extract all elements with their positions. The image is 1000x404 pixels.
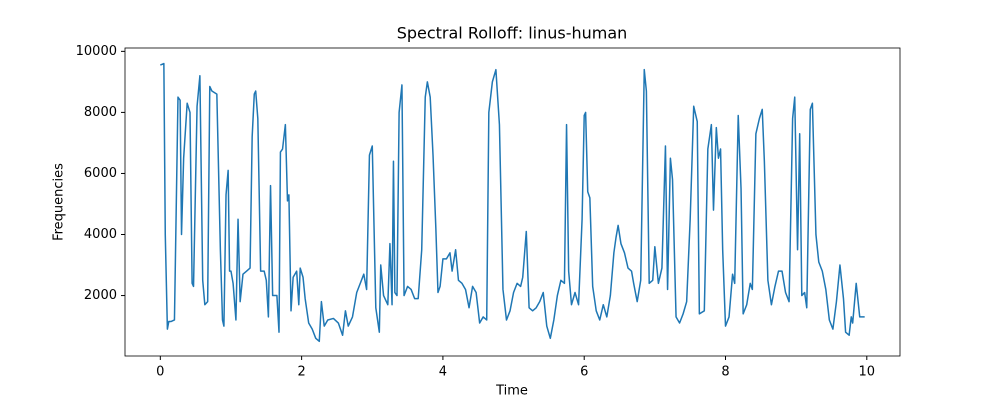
x-tick-label: 2 — [297, 365, 305, 380]
x-tick-label: 10 — [859, 365, 876, 380]
y-tick-label: 10000 — [76, 44, 117, 59]
y-tick-label: 4000 — [84, 227, 117, 242]
x-tick-label: 0 — [156, 365, 164, 380]
y-axis-label: Frequencies — [52, 163, 67, 241]
y-tick-label: 8000 — [84, 105, 117, 120]
x-tick-label: 8 — [721, 365, 729, 380]
y-tick-label: 6000 — [84, 166, 117, 181]
chart-title: Spectral Rolloff: linus-human — [397, 24, 628, 43]
plot-frame — [124, 47, 901, 357]
x-tick-label: 6 — [580, 365, 588, 380]
line-series — [160, 62, 865, 343]
x-tick-label: 4 — [439, 365, 447, 380]
y-tick-label: 2000 — [84, 288, 117, 303]
x-axis-label: Time — [495, 384, 528, 399]
